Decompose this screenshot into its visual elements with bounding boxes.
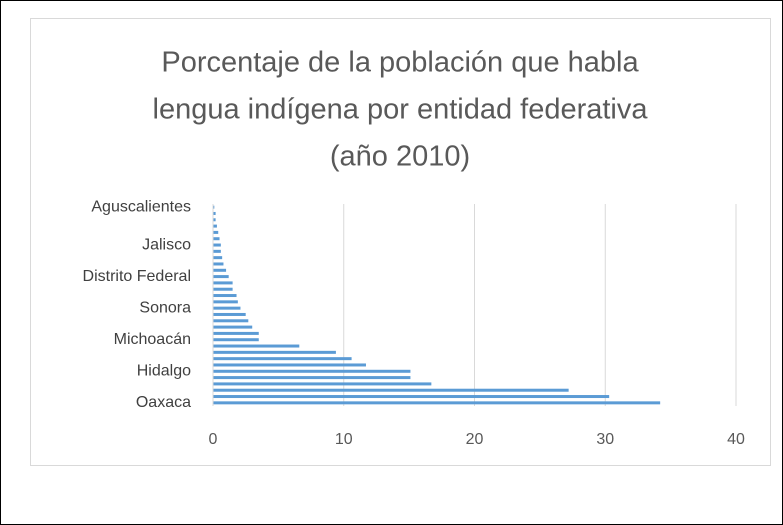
x-tick-label: 10	[335, 431, 353, 448]
x-tick-label: 30	[596, 431, 614, 448]
y-tick-label: Sonora	[139, 299, 191, 316]
bar	[213, 319, 249, 323]
bar	[213, 249, 221, 253]
bar	[213, 300, 238, 304]
bar	[213, 363, 366, 367]
bar	[213, 331, 259, 335]
x-tick-label: 40	[727, 431, 745, 448]
bar	[213, 306, 241, 310]
bar	[213, 312, 246, 316]
bar	[213, 294, 237, 298]
bar	[213, 262, 224, 266]
bar	[213, 338, 259, 342]
bar	[213, 268, 227, 272]
bar	[213, 281, 233, 285]
bar	[213, 275, 229, 279]
y-tick-label: Hidalgo	[137, 363, 191, 380]
bar	[213, 224, 217, 228]
y-tick-label: Aguscalientes	[91, 198, 191, 215]
bar	[213, 211, 216, 215]
bar	[213, 395, 610, 399]
bar	[213, 325, 253, 329]
bar	[213, 230, 219, 234]
bar	[213, 205, 215, 209]
bar	[213, 243, 221, 247]
y-tick-label: Michoacán	[114, 331, 191, 348]
y-tick-label: Distrito Federal	[83, 268, 191, 285]
bar	[213, 357, 352, 361]
bar	[213, 218, 216, 222]
x-tick-label: 0	[209, 431, 218, 448]
chart-title: Porcentaje de la población que habla leng…	[153, 47, 649, 173]
bar	[213, 237, 220, 241]
bar	[213, 287, 233, 291]
x-tick-label: 20	[466, 431, 484, 448]
title-line: lengua indígena por entidad federativa	[153, 94, 649, 126]
bar	[213, 382, 432, 386]
bar	[213, 388, 569, 392]
bar	[213, 369, 411, 373]
title-line: (año 2010)	[330, 141, 470, 173]
bar	[213, 344, 300, 348]
title-line: Porcentaje de la población que habla	[161, 47, 639, 79]
bar	[213, 256, 223, 260]
bar	[213, 376, 411, 380]
y-tick-label: Jalisco	[142, 236, 191, 253]
y-tick-label: Oaxaca	[136, 394, 191, 411]
bar	[213, 350, 336, 354]
bar	[213, 401, 661, 405]
